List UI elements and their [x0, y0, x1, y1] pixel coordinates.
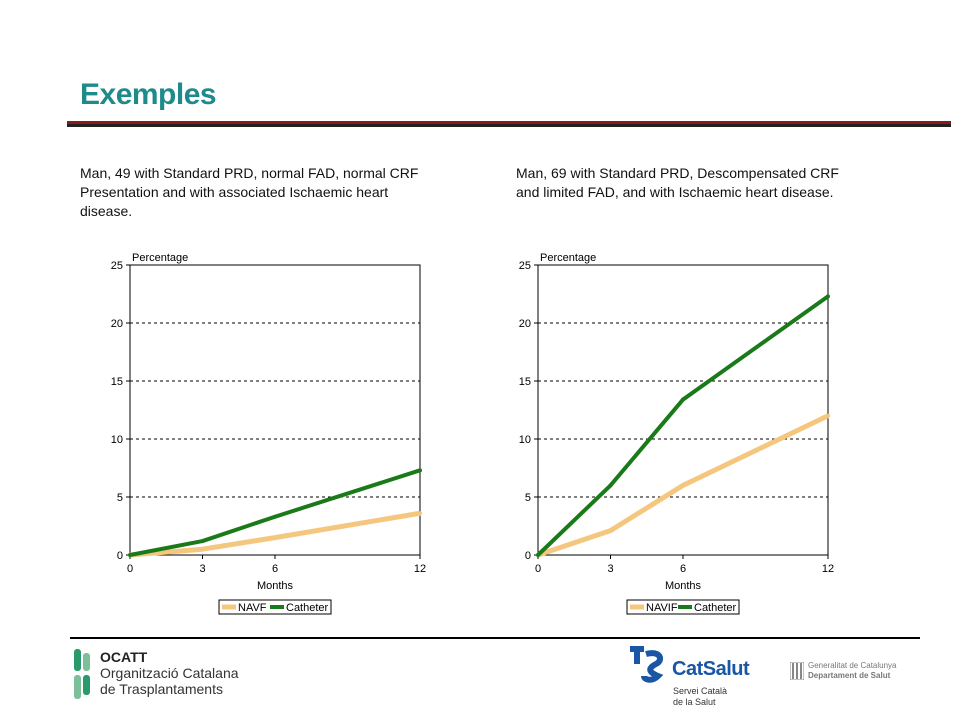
x-axis-label: Months: [257, 580, 294, 592]
y-tick-label: 20: [519, 318, 531, 330]
x-tick-label: 3: [607, 563, 613, 575]
ocatt-mark-icon: [74, 649, 90, 699]
data-point: [418, 511, 422, 516]
title-rule-dark: [67, 124, 951, 127]
y-tick-label: 20: [111, 318, 123, 330]
ocatt-line1: Organització Catalana: [100, 665, 239, 681]
x-tick-label: 0: [535, 563, 541, 575]
footer-rule: [70, 637, 920, 639]
series-line-catheter: [129, 468, 421, 557]
ocatt-line2: de Trasplantaments: [100, 681, 223, 697]
data-point: [608, 483, 613, 488]
ocatt-abbr: OCATT: [100, 649, 148, 665]
catsalut-sub2: de la Salut: [673, 697, 716, 707]
catsalut-logo: CatSalut Servei Català de la Salut: [630, 644, 800, 709]
y-tick-label: 25: [519, 260, 531, 272]
legend-label: Catheter: [694, 602, 737, 614]
legend-label: NAVF: [238, 602, 267, 614]
left-case-description: Man, 49 with Standard PRD, normal FAD, n…: [80, 165, 419, 219]
data-point: [128, 553, 132, 557]
ocatt-logo: OCATT Organització Catalana de Trasplant…: [72, 647, 272, 707]
x-tick-label: 12: [822, 563, 834, 575]
data-point: [681, 483, 685, 488]
data-point: [536, 553, 540, 557]
gencat-line2: Departament de Salut: [808, 671, 891, 680]
x-tick-label: 6: [680, 563, 686, 575]
catsalut-mark-icon: [630, 646, 664, 683]
catsalut-name: CatSalut: [672, 658, 750, 680]
right-line-chart: 0 5 10 15 20 25 0 3 6 12 Percentage Months NAVIF Cath…: [519, 252, 834, 615]
catsalut-sub1: Servei Català: [673, 686, 728, 696]
right-case-description: Man, 69 with Standard PRD, Descompensate…: [516, 165, 839, 200]
data-point: [681, 397, 685, 402]
x-tick-label: 0: [127, 563, 133, 575]
series-line-navf: [129, 510, 421, 558]
plot-frame: [129, 264, 421, 556]
data-point: [273, 514, 277, 519]
data-point: [418, 468, 422, 473]
slide-title: Exemples: [80, 78, 217, 111]
data-point: [273, 535, 277, 540]
data-point: [200, 539, 205, 544]
title-rule-red: [67, 121, 951, 124]
y-tick-label: 10: [111, 434, 123, 446]
data-point: [608, 528, 613, 533]
y-tick-label: 5: [117, 492, 123, 504]
data-point: [826, 413, 830, 418]
y-axis-label: Percentage: [132, 252, 188, 264]
y-tick-label: 0: [525, 550, 531, 562]
x-tick-label: 12: [414, 563, 426, 575]
gencat-line1: Generalitat de Catalunya: [808, 661, 897, 670]
x-axis-label: Months: [665, 580, 702, 592]
y-tick-label: 25: [111, 260, 123, 272]
y-tick-label: 15: [519, 376, 531, 388]
y-tick-label: 0: [117, 550, 123, 562]
series-line-navif: [537, 413, 830, 558]
left-line-chart: 0 5 10 15 20 25 0 3 6 12 Percentage Months NAVF Cathe…: [111, 252, 426, 615]
y-tick-label: 15: [111, 376, 123, 388]
gencat-mark-icon: [790, 662, 804, 680]
ocatt-text: OCATT Organització Catalana de Trasplant…: [100, 649, 239, 697]
legend-label: NAVIF: [646, 602, 678, 614]
legend-label: Catheter: [286, 602, 329, 614]
y-tick-label: 5: [525, 492, 531, 504]
data-point: [826, 294, 830, 299]
data-point: [200, 547, 205, 552]
y-tick-label: 10: [519, 434, 531, 446]
gencat-text: Generalitat de Catalunya Departament de …: [808, 661, 897, 681]
x-tick-label: 6: [272, 563, 278, 575]
gencat-logo: Generalitat de Catalunya Departament de …: [790, 661, 930, 685]
y-axis-label: Percentage: [540, 252, 596, 264]
x-tick-label: 3: [199, 563, 205, 575]
series-line-catheter: [536, 294, 830, 557]
catsalut-subtitle: Servei Català de la Salut: [673, 686, 727, 708]
